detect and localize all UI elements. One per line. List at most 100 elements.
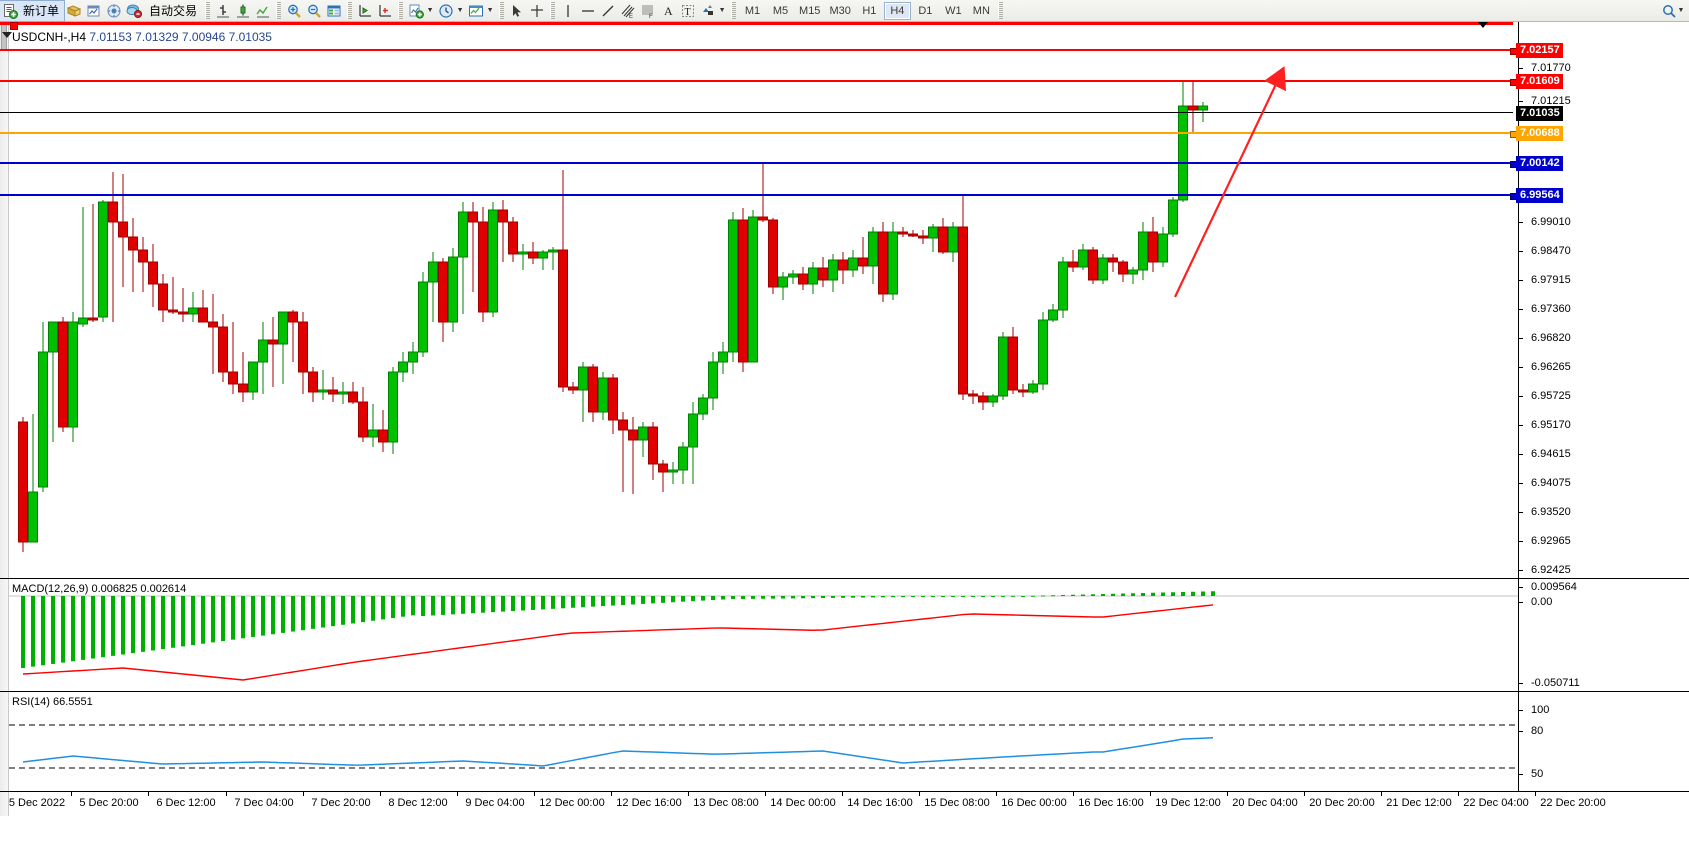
cursor-button[interactable] bbox=[507, 1, 527, 21]
timeframe-m5[interactable]: M5 bbox=[772, 4, 789, 17]
market-watch-button[interactable] bbox=[124, 1, 144, 21]
line-chart-button[interactable] bbox=[253, 1, 273, 21]
time-label: 7 Dec 04:00 bbox=[234, 797, 294, 809]
time-tick bbox=[457, 792, 458, 796]
indicators-button[interactable]: ▼ bbox=[406, 1, 436, 21]
timeframe-m15[interactable]: M15 bbox=[799, 4, 821, 17]
left-scroll-rail[interactable] bbox=[0, 579, 9, 691]
price-pane[interactable]: USDCNH-,H4 7.01153 7.01329 7.00946 7.010… bbox=[0, 22, 1689, 578]
templates-button[interactable]: ▼ bbox=[466, 1, 496, 21]
left-scroll-rail[interactable] bbox=[0, 792, 9, 816]
resistance-handle[interactable] bbox=[10, 22, 18, 30]
trendline-button[interactable] bbox=[598, 1, 618, 21]
up-trend-arrow[interactable] bbox=[9, 22, 1518, 578]
time-tick bbox=[1381, 792, 1382, 796]
svg-text:E: E bbox=[629, 14, 633, 19]
vertical-line-button[interactable] bbox=[558, 1, 578, 21]
rsi-pane[interactable]: RSI(14) 66.5551 100 80 50 bbox=[0, 691, 1689, 791]
grid-button[interactable] bbox=[324, 1, 344, 21]
macd-plot[interactable] bbox=[9, 579, 1518, 691]
crosshair-button[interactable] bbox=[527, 1, 547, 21]
chevron-down-icon[interactable]: ▼ bbox=[486, 7, 494, 14]
price-label-resistance-upper: 7.02157 bbox=[1516, 43, 1563, 58]
time-tick bbox=[765, 792, 766, 796]
shift-start-button[interactable] bbox=[355, 1, 375, 21]
data-window-button[interactable] bbox=[84, 1, 104, 21]
navigator-button[interactable] bbox=[104, 1, 124, 21]
timeframe-m30[interactable]: M30 bbox=[829, 4, 851, 17]
horizontal-line-button[interactable] bbox=[578, 1, 598, 21]
time-label: 9 Dec 04:00 bbox=[465, 797, 525, 809]
chevron-down-icon[interactable]: ▼ bbox=[426, 7, 434, 14]
candlestick-series bbox=[18, 82, 1208, 552]
label-icon: T bbox=[680, 3, 696, 19]
macd-pane[interactable]: MACD(12,26,9) 0.006825 0.002614 0.009564… bbox=[0, 578, 1689, 691]
time-label: 5 Dec 2022 bbox=[8, 797, 66, 809]
rsi-plot[interactable] bbox=[9, 692, 1518, 791]
level-line-current-price[interactable] bbox=[0, 112, 1513, 113]
shapes-icon bbox=[700, 3, 716, 19]
rsi-axis: 100 80 50 bbox=[1518, 692, 1689, 791]
price-label-support-lower: 6.99564 bbox=[1516, 188, 1563, 203]
time-label: 14 Dec 00:00 bbox=[770, 797, 836, 809]
price-tick: 6.94615 bbox=[1519, 448, 1689, 460]
toolbar-separator bbox=[550, 2, 556, 19]
macd-label: MACD(12,26,9) 0.006825 0.002614 bbox=[12, 583, 187, 595]
chart-area[interactable]: USDCNH-,H4 7.01153 7.01329 7.00946 7.010… bbox=[0, 22, 1689, 861]
time-label: 21 Dec 12:00 bbox=[1386, 797, 1452, 809]
candle-chart-button[interactable] bbox=[233, 1, 253, 21]
ohlc-values: 7.01153 7.01329 7.00946 7.01035 bbox=[89, 30, 272, 44]
macd-series bbox=[9, 591, 1518, 681]
price-plot[interactable] bbox=[9, 22, 1518, 578]
zoom-out-button[interactable] bbox=[304, 1, 324, 21]
price-axis[interactable]: 7.01770 7.01215 6.99010 6.98470 6.97915 6.973… bbox=[1518, 22, 1689, 578]
time-tick bbox=[996, 792, 997, 796]
auto-trading-button[interactable]: 自动交易 bbox=[144, 1, 202, 21]
data-window-icon bbox=[86, 3, 102, 19]
time-label: 20 Dec 04:00 bbox=[1232, 797, 1298, 809]
cursor-icon bbox=[509, 3, 525, 19]
shift-end-button[interactable] bbox=[375, 1, 395, 21]
time-label: 6 Dec 12:00 bbox=[156, 797, 216, 809]
text-label-button[interactable]: T bbox=[678, 1, 698, 21]
price-tick: 6.98470 bbox=[1519, 245, 1689, 257]
time-label: 12 Dec 00:00 bbox=[539, 797, 605, 809]
timeframe-mn[interactable]: MN bbox=[972, 4, 990, 17]
period-button[interactable]: ▼ bbox=[436, 1, 466, 21]
text-button[interactable]: A bbox=[658, 1, 678, 21]
toolbar-separator bbox=[276, 2, 282, 19]
bar-chart-button[interactable] bbox=[213, 1, 233, 21]
price-label-resistance-lower: 7.01609 bbox=[1516, 74, 1563, 89]
chevron-down-icon[interactable]: ▼ bbox=[718, 7, 726, 14]
chevron-down-icon[interactable]: ▼ bbox=[1677, 7, 1685, 14]
shapes-button[interactable]: ▼ bbox=[698, 1, 728, 21]
price-tick: 6.96820 bbox=[1519, 332, 1689, 344]
history-button[interactable] bbox=[64, 1, 84, 21]
chevron-down-icon[interactable]: ▼ bbox=[456, 7, 464, 14]
left-scroll-rail[interactable] bbox=[0, 692, 9, 791]
fibo-icon: F bbox=[640, 3, 656, 20]
time-axis[interactable]: 5 Dec 2022 5 Dec 20:00 6 Dec 12:00 7 Dec 04… bbox=[0, 791, 1689, 861]
timeframe-h1[interactable]: H1 bbox=[862, 4, 877, 17]
zoom-in-button[interactable] bbox=[284, 1, 304, 21]
svg-text:F: F bbox=[649, 14, 653, 19]
timeframe-d1[interactable]: D1 bbox=[918, 4, 933, 17]
toolbar-separator bbox=[731, 2, 737, 19]
zoom-out-icon bbox=[306, 3, 322, 19]
svg-text:A: A bbox=[664, 4, 673, 18]
equidistant-channel-button[interactable]: E bbox=[618, 1, 638, 21]
timeframe-w1[interactable]: W1 bbox=[945, 4, 962, 17]
new-order-button[interactable]: 新订单 bbox=[0, 0, 66, 22]
left-scroll-rail[interactable] bbox=[0, 22, 9, 578]
timeframe-m1[interactable]: M1 bbox=[744, 4, 761, 17]
search-icon[interactable] bbox=[1661, 3, 1677, 19]
time-label: 13 Dec 08:00 bbox=[693, 797, 759, 809]
fibonacci-button[interactable]: F bbox=[638, 1, 658, 21]
hline-icon bbox=[580, 3, 596, 19]
collapse-arrow-icon[interactable] bbox=[2, 32, 12, 38]
time-tick bbox=[534, 792, 535, 796]
timeframe-h4[interactable]: H4 bbox=[883, 1, 911, 20]
time-label: 22 Dec 04:00 bbox=[1463, 797, 1529, 809]
time-label: 22 Dec 20:00 bbox=[1540, 797, 1606, 809]
time-label: 12 Dec 16:00 bbox=[616, 797, 682, 809]
